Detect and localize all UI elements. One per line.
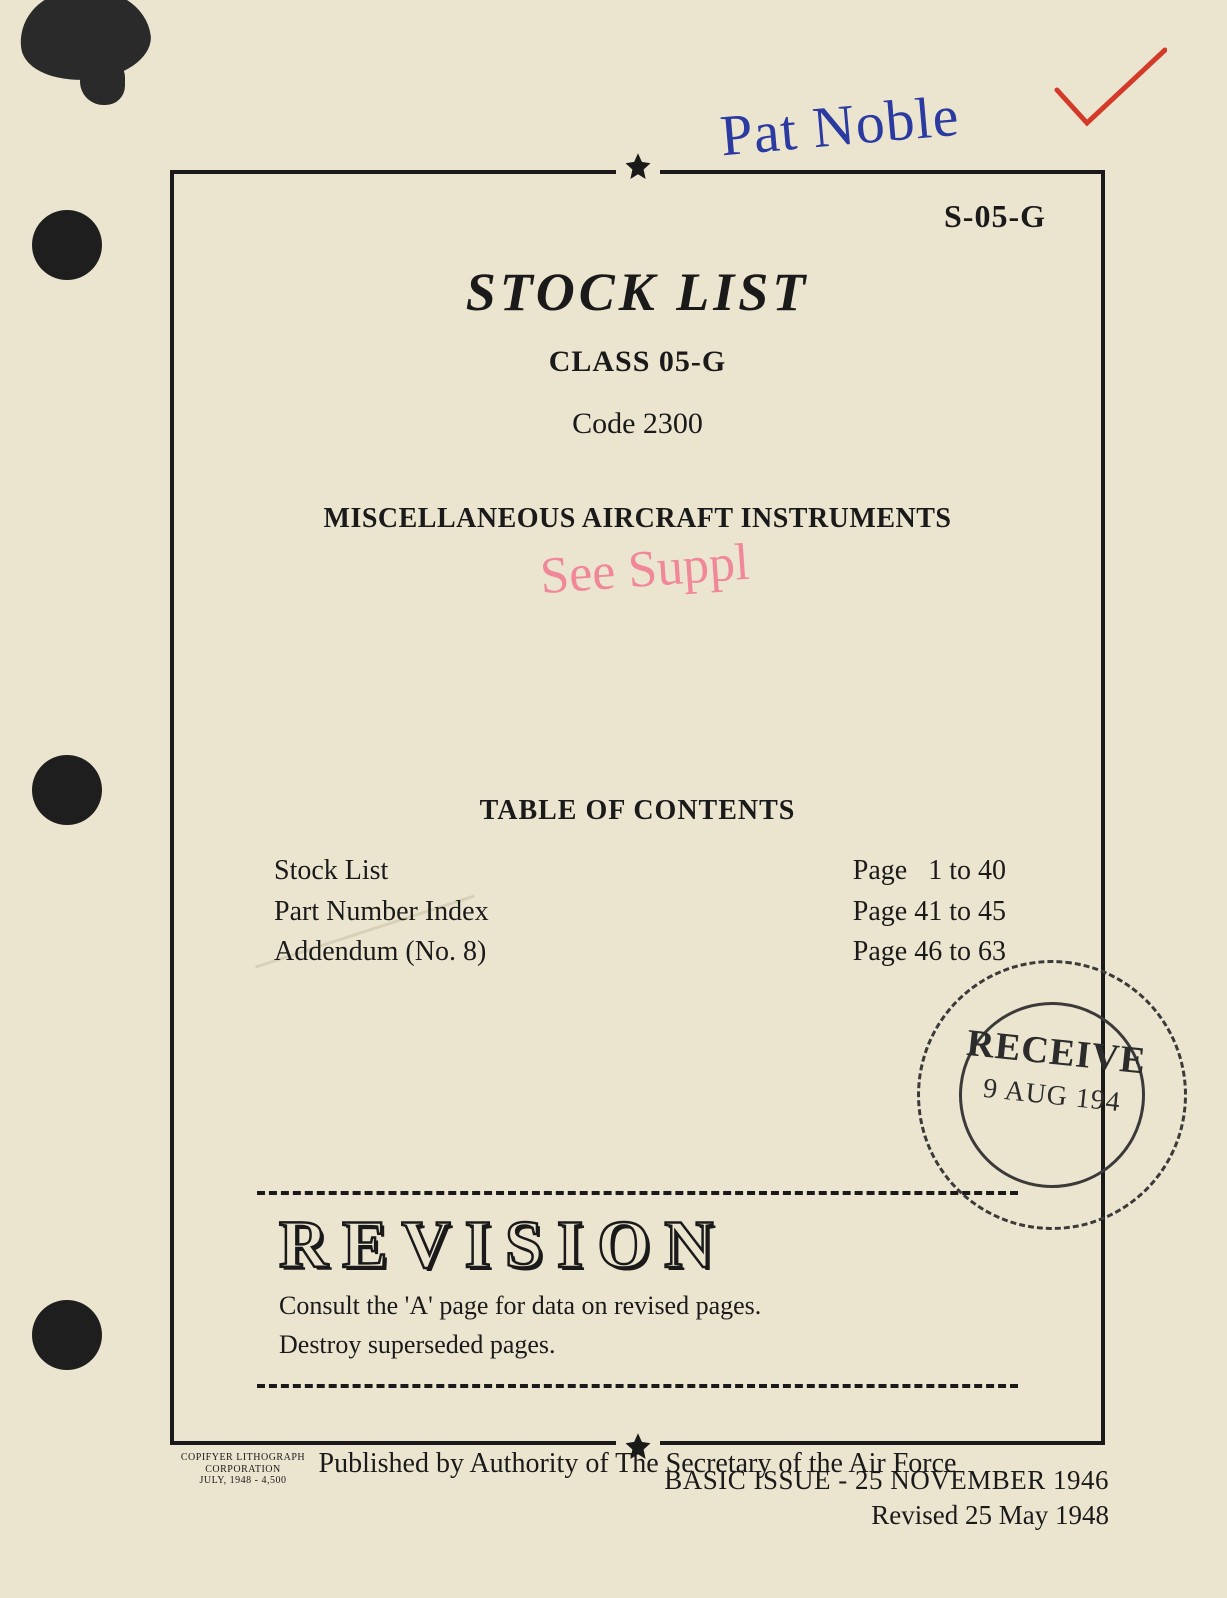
toc-row: Part Number Index Page 41 to 45 bbox=[229, 892, 1046, 933]
lithograph-credit: COPIFYER LITHOGRAPH CORPORATION JULY, 19… bbox=[148, 1452, 338, 1487]
document-code: S-05-G bbox=[229, 198, 1046, 235]
revision-title: REVISION bbox=[279, 1205, 1008, 1284]
code-line: Code 2300 bbox=[229, 407, 1046, 441]
issue-dates: BASIC ISSUE - 25 NOVEMBER 1946 Revised 2… bbox=[664, 1463, 1109, 1533]
basic-issue-line: BASIC ISSUE - 25 NOVEMBER 1946 bbox=[664, 1463, 1109, 1498]
toc-heading: TABLE OF CONTENTS bbox=[229, 795, 1046, 827]
star-icon bbox=[623, 152, 653, 182]
revision-box: REVISION Consult the 'A' page for data o… bbox=[257, 1191, 1018, 1388]
class-line: CLASS 05-G bbox=[229, 345, 1046, 379]
toc-pages: Page 41 to 45 bbox=[853, 892, 1006, 933]
lithograph-line: COPIFYER LITHOGRAPH CORPORATION bbox=[148, 1452, 338, 1475]
punch-hole-icon bbox=[32, 1300, 102, 1370]
toc-pages: Page 1 to 40 bbox=[853, 851, 1006, 892]
toc-label: Stock List bbox=[274, 851, 388, 892]
toc-row: Addendum (No. 8) Page 46 to 63 bbox=[229, 932, 1046, 973]
toc-label: Part Number Index bbox=[274, 892, 489, 933]
star-icon bbox=[623, 1432, 653, 1462]
document-frame: S-05-G STOCK LIST CLASS 05-G Code 2300 M… bbox=[170, 170, 1105, 1445]
red-checkmark-icon bbox=[1047, 45, 1167, 135]
paper-tear bbox=[80, 60, 125, 105]
revised-line: Revised 25 May 1948 bbox=[664, 1498, 1109, 1533]
revision-text: Destroy superseded pages. bbox=[279, 1327, 1008, 1362]
table-of-contents: Stock List Page 1 to 40 Part Number Inde… bbox=[229, 851, 1046, 973]
revision-text: Consult the 'A' page for data on revised… bbox=[279, 1288, 1008, 1323]
lithograph-line: JULY, 1948 - 4,500 bbox=[148, 1475, 338, 1487]
toc-label: Addendum (No. 8) bbox=[274, 932, 486, 973]
punch-hole-icon bbox=[32, 210, 102, 280]
instrument-line: MISCELLANEOUS AIRCRAFT INSTRUMENTS bbox=[229, 503, 1046, 535]
handwritten-signature: Pat Noble bbox=[718, 82, 962, 170]
toc-row: Stock List Page 1 to 40 bbox=[229, 851, 1046, 892]
toc-pages: Page 46 to 63 bbox=[853, 932, 1006, 973]
page-title: STOCK LIST bbox=[229, 261, 1046, 323]
punch-hole-icon bbox=[32, 755, 102, 825]
